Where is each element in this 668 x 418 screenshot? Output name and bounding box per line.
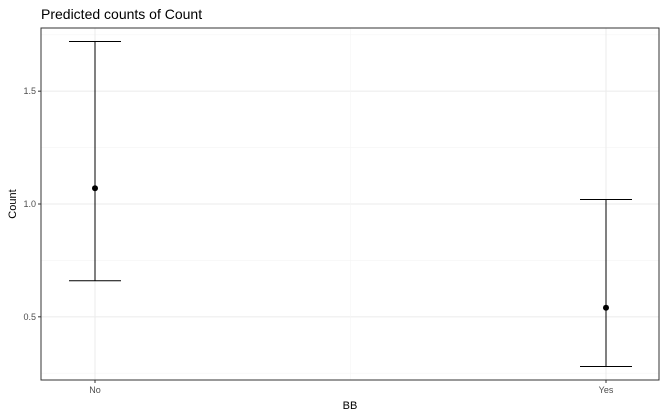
x-axis: No Yes	[89, 380, 614, 395]
x-tick-label: Yes	[599, 385, 614, 395]
y-tick-label: 1.0	[23, 199, 36, 209]
estimate-point	[92, 185, 98, 192]
estimate-point	[603, 304, 609, 311]
y-tick-label: 0.5	[23, 312, 36, 322]
plot-panel-border	[40, 27, 660, 381]
y-axis: 0.5 1.0 1.5	[23, 86, 41, 322]
y-axis-title: Count	[7, 189, 19, 218]
x-tick-label: No	[89, 385, 101, 395]
x-axis-title: BB	[343, 400, 358, 412]
y-tick-label: 1.5	[23, 86, 36, 96]
plot-marks	[69, 41, 632, 367]
grid-lines	[41, 28, 659, 380]
chart-title: Predicted counts of Count	[41, 6, 202, 22]
